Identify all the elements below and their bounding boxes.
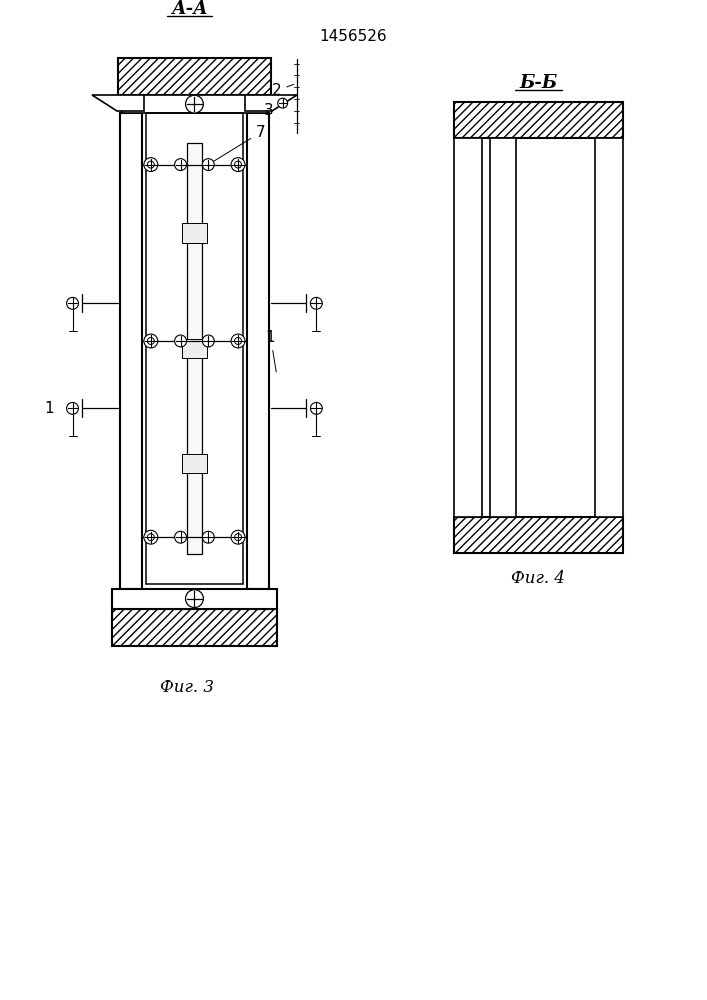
Polygon shape [245,95,296,111]
Circle shape [175,159,187,171]
Circle shape [202,335,214,347]
Circle shape [147,161,154,168]
Bar [182,223,207,243]
Bar [122,95,267,113]
Circle shape [310,402,322,414]
Text: 1: 1 [266,330,276,372]
Circle shape [278,98,288,108]
Circle shape [66,402,78,414]
Bar [187,143,202,554]
Circle shape [175,531,187,543]
Polygon shape [93,95,144,111]
Bar [122,589,267,609]
Circle shape [144,334,158,348]
Circle shape [235,534,242,541]
Text: 2: 2 [271,83,294,98]
Bar [182,454,207,473]
Text: Б-Б: Б-Б [519,74,557,92]
Bar [454,517,623,553]
Circle shape [144,530,158,544]
Circle shape [231,158,245,172]
Bar [454,102,623,138]
Circle shape [144,158,158,172]
Circle shape [175,335,187,347]
Bar [490,138,515,517]
Bar [120,113,142,589]
Circle shape [66,297,78,309]
Circle shape [235,161,242,168]
Bar [112,609,276,646]
Circle shape [231,530,245,544]
Bar [454,138,482,517]
Circle shape [185,95,204,113]
Text: 3: 3 [264,101,279,118]
Bar [182,339,207,358]
Circle shape [231,334,245,348]
Text: Фиг. 4: Фиг. 4 [511,570,566,587]
Bar [112,589,276,609]
Circle shape [147,534,154,541]
Bar [247,113,269,589]
Text: А-А: А-А [171,0,208,18]
Text: 1456526: 1456526 [319,29,387,44]
Text: 7: 7 [211,125,266,163]
Circle shape [235,338,242,344]
Bar [118,58,271,95]
Circle shape [185,590,204,608]
Text: 1: 1 [44,401,54,416]
Circle shape [147,338,154,344]
Circle shape [202,159,214,171]
Circle shape [202,531,214,543]
Bar [595,138,623,517]
Circle shape [310,297,322,309]
Text: Фиг. 3: Фиг. 3 [160,679,214,696]
